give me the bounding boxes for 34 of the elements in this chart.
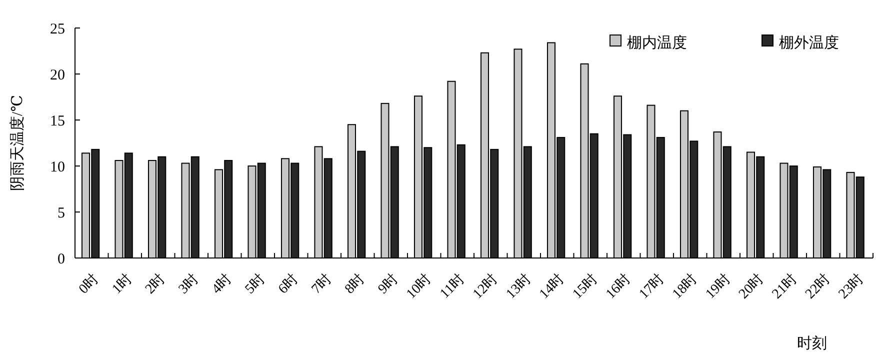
x-tick-label: 3时: [176, 270, 202, 298]
x-tick-label: 1时: [109, 270, 136, 298]
x-tick-label: 8时: [342, 270, 368, 298]
x-tick-label: 10时: [403, 270, 434, 302]
x-tick-label: 16时: [602, 270, 634, 302]
y-tick-label: 25: [50, 21, 65, 38]
y-tick-label: 0: [58, 251, 65, 268]
x-tick-label: 0时: [76, 270, 102, 298]
y-tick-label: 5: [58, 205, 65, 222]
x-tick-label: 2时: [142, 270, 168, 298]
y-tick-label: 10: [50, 159, 65, 176]
x-tick-label: 4时: [208, 270, 235, 298]
x-tick-label: 11时: [436, 270, 468, 302]
x-tick-label: 12时: [470, 270, 501, 302]
y-tick-label: 15: [50, 113, 65, 130]
x-tick-label: 20时: [736, 270, 767, 302]
x-tick-label: 18时: [669, 270, 700, 302]
x-tick-label: 14时: [536, 270, 568, 302]
x-tick-label: 19时: [702, 270, 734, 302]
y-axis-title: 阴雨天温度/℃: [9, 95, 26, 191]
x-axis-title: 时刻: [797, 335, 827, 352]
legend-label: 棚外温度: [779, 34, 839, 52]
x-tick-label: 23时: [836, 270, 867, 302]
x-tick-label: 13时: [503, 270, 534, 302]
x-tick-label: 22时: [802, 270, 834, 302]
x-tick-label: 15时: [570, 270, 601, 302]
legend-label: 棚内温度: [627, 34, 687, 52]
x-tick-label: 6时: [275, 270, 302, 298]
y-tick-label: 20: [50, 67, 65, 84]
x-tick-label: 5时: [242, 270, 268, 298]
x-tick-label: 9时: [375, 270, 402, 298]
x-tick-label: 21时: [769, 270, 800, 302]
x-tick-label: 7时: [308, 270, 335, 298]
x-tick-label: 17时: [636, 270, 668, 302]
